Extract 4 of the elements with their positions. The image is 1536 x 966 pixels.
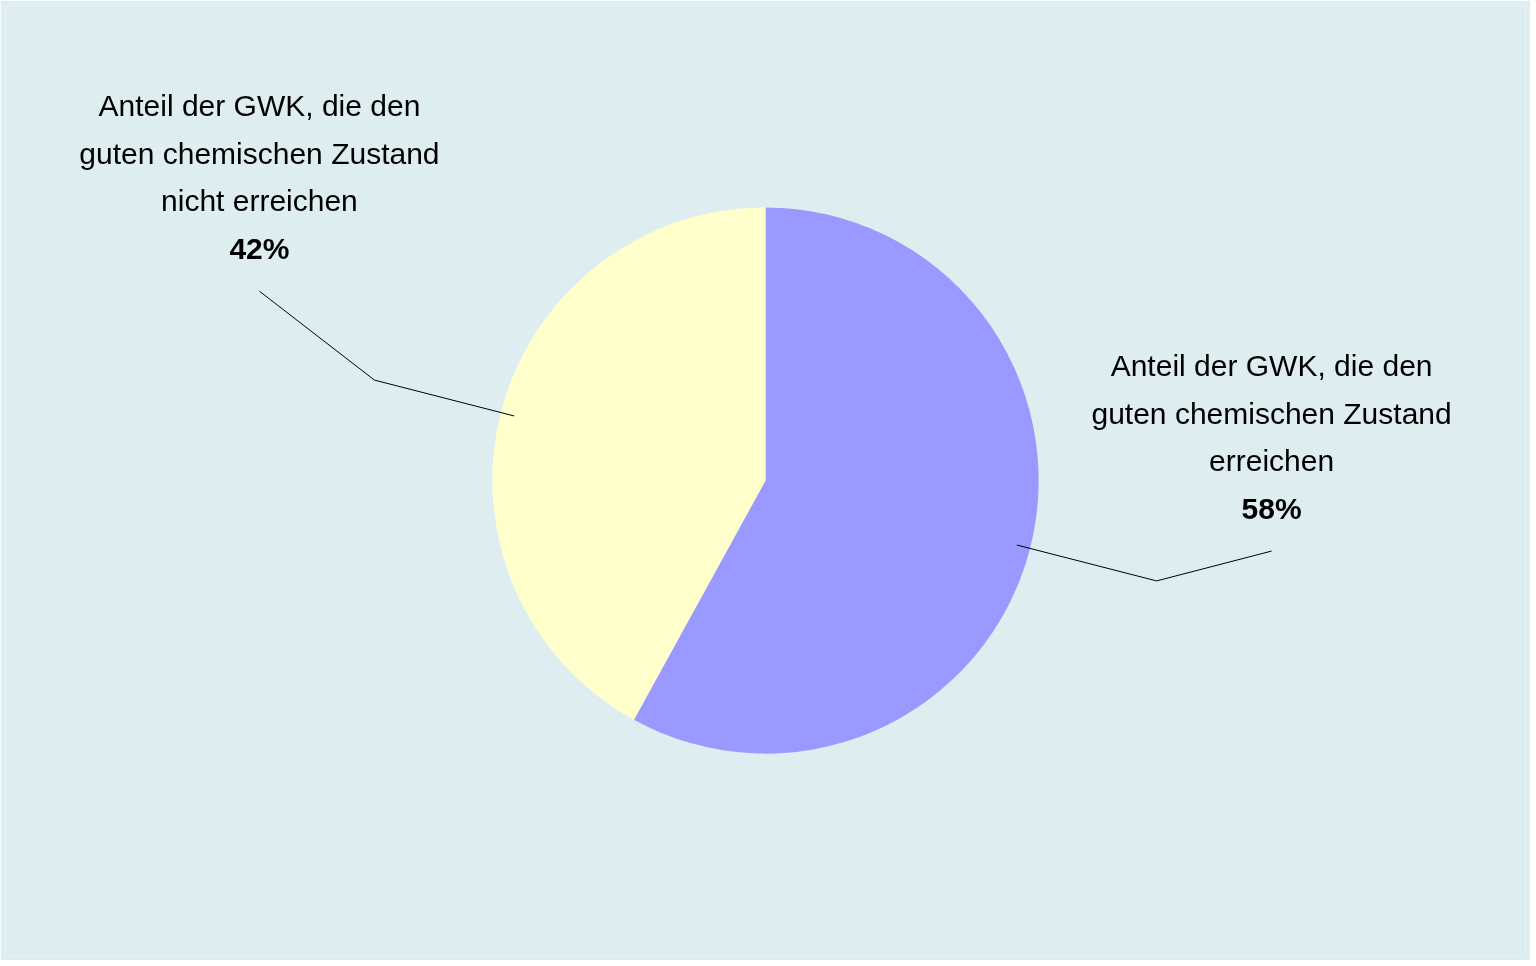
slice-label: Anteil der GWK, die den guten chemischen Zustand erreichen [1091, 349, 1452, 478]
data-label: 58% [1241, 491, 1302, 525]
slice-label: Anteil der GWK, die den guten chemischen Zustand nicht erreichen [79, 89, 440, 218]
data-label: 42% [229, 231, 290, 265]
